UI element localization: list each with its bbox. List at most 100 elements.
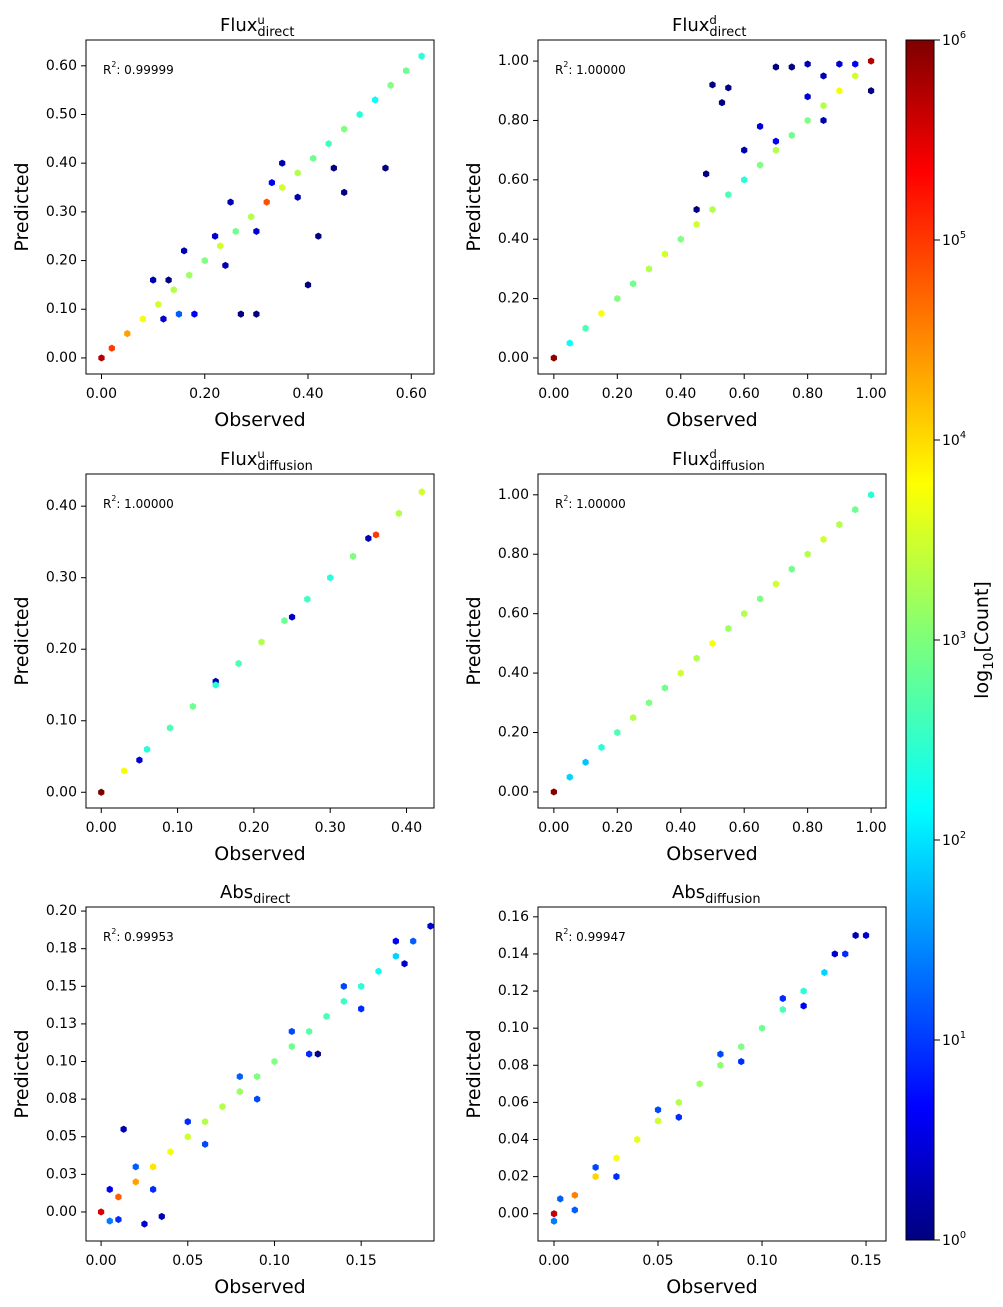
- hexbin-cell: [709, 639, 716, 647]
- y-tick-label: 0.40: [46, 155, 77, 171]
- hexbin-cell: [645, 699, 653, 707]
- r2-annotation-sup: 2: [563, 494, 568, 503]
- panel-title-sub: diffusion: [709, 459, 764, 474]
- y-tick-label: 0.20: [46, 903, 77, 919]
- x-tick-label: 0.20: [602, 386, 633, 402]
- y-axis-label: Predicted: [11, 1029, 33, 1118]
- hexbin-cell: [758, 1024, 766, 1032]
- x-tick-label: 0.40: [292, 386, 323, 402]
- hexbin-cell: [294, 169, 301, 177]
- hexbin-cell: [661, 250, 669, 258]
- panel-title-sup: d: [709, 13, 716, 27]
- hexbin-cell: [717, 1061, 724, 1069]
- panel-title: Absdirect: [220, 882, 290, 907]
- y-tick-label: 0.05: [46, 1129, 77, 1145]
- y-tick-label: 0.02: [498, 1169, 529, 1185]
- colorbar-tick-label: 104: [942, 430, 966, 449]
- hexbin-cell: [820, 535, 827, 543]
- hexbin-cell: [232, 227, 239, 235]
- hexbin-cell: [592, 1173, 599, 1181]
- x-tick-label: 0.00: [538, 1253, 569, 1269]
- hexbin-cell: [120, 1125, 127, 1133]
- hexbin-cell: [852, 60, 859, 68]
- x-tick-label: 1.00: [856, 386, 887, 402]
- y-axis-label: Predicted: [11, 596, 33, 685]
- hexbin-cell: [235, 659, 242, 668]
- hexbin-cell: [852, 72, 859, 80]
- r2-annotation: R2: 0.99947: [555, 927, 626, 944]
- hexbin-cell: [279, 159, 286, 167]
- hexbin-cell: [582, 758, 589, 766]
- hexbin-cell: [166, 724, 174, 732]
- hexbin-cell: [852, 506, 859, 514]
- y-tick-label: 0.20: [498, 291, 529, 307]
- hexbin-cell: [693, 654, 700, 662]
- r2-annotation-text: : 0.99999: [116, 63, 173, 77]
- y-axis-label: Predicted: [463, 596, 485, 685]
- y-tick-label: 0.16: [498, 909, 529, 925]
- hexbin-cell: [836, 87, 843, 95]
- x-tick-label: 0.00: [86, 820, 117, 836]
- r2-annotation-text: : 1.00000: [116, 497, 173, 511]
- hexbin-cell: [341, 125, 348, 133]
- hexbin-cell: [821, 968, 828, 977]
- hexbin-cell: [741, 176, 748, 184]
- y-tick-label: 0.60: [46, 58, 77, 74]
- hexbin-cell: [418, 52, 425, 60]
- hexbin-cell: [254, 1072, 261, 1081]
- hexbin-cell: [852, 931, 859, 939]
- hexbin-cell: [288, 1042, 295, 1051]
- hexbin-cell: [139, 315, 146, 323]
- x-tick-label: 0.00: [86, 386, 117, 402]
- hexbin-cell: [143, 745, 151, 753]
- y-tick-label: 0.10: [46, 1054, 77, 1070]
- hexbin-cell: [550, 788, 557, 796]
- hexbin-cell: [630, 714, 637, 722]
- y-tick-label: 0.40: [46, 498, 77, 514]
- panel-title: Fluxu direct: [220, 13, 294, 40]
- panel-title-base: Flux: [220, 449, 258, 470]
- hexbin-cell: [106, 1217, 113, 1225]
- hexbin-cell: [696, 1080, 703, 1088]
- x-tick-label: 0.60: [729, 386, 760, 402]
- r2-annotation-sup: 2: [111, 60, 116, 69]
- hexbin-cell: [836, 520, 843, 529]
- colorbar-tick-base: 10: [942, 833, 960, 849]
- hexbin-cell: [718, 99, 726, 107]
- y-tick-label: 0.00: [46, 350, 77, 366]
- hexbin-cell: [598, 743, 605, 751]
- colorbar-tick-base: 10: [942, 433, 960, 449]
- hexbin-cell: [184, 1133, 191, 1141]
- y-tick-label: 0.00: [46, 784, 77, 800]
- colorbar-label-sub: 10: [981, 652, 997, 669]
- hexbin-cell: [358, 982, 365, 990]
- hexbin-cell: [661, 684, 669, 692]
- hexbin-cell: [108, 344, 115, 352]
- hexbin-cell: [582, 324, 589, 332]
- y-tick-label: 0.60: [498, 606, 529, 622]
- x-axis-label: Observed: [214, 409, 305, 431]
- hexbin-cell: [693, 220, 700, 228]
- hexbin-cell: [304, 595, 311, 603]
- hexbin-cell: [410, 937, 417, 945]
- y-tick-label: 0.08: [498, 1057, 529, 1073]
- hexbin-cell: [550, 354, 557, 362]
- hexbin-cell: [779, 1006, 786, 1014]
- y-tick-label: 0.10: [46, 301, 77, 317]
- r2-annotation: R2: 0.99999: [103, 60, 174, 77]
- hexbin-cell: [349, 552, 357, 560]
- hexbin-cell: [254, 1095, 261, 1103]
- hexbin-cell: [741, 146, 748, 154]
- hexbin-cell: [219, 1103, 226, 1111]
- panel-title-base: Abs: [220, 882, 253, 903]
- r2-annotation-sup: 2: [563, 927, 568, 936]
- x-tick-label: 0.30: [315, 820, 346, 836]
- colorbar-tick-label: 106: [942, 30, 966, 49]
- colorbar-label-text: [Count]: [971, 581, 993, 652]
- hexbin-cell: [592, 1163, 599, 1171]
- r2-annotation: R2: 1.00000: [555, 60, 626, 77]
- r2-annotation-base: R: [103, 497, 111, 511]
- panel-title-sup: u: [257, 447, 264, 461]
- panel: 0.00 0.20 0.40 0.60 0.80 1.00 0.00 0.20 0.40 0.60…: [463, 447, 887, 865]
- panel: 0.00 0.05 0.10 0.15 0.00 0.03 0.05 0.08 0.10 0.13…: [11, 882, 435, 1298]
